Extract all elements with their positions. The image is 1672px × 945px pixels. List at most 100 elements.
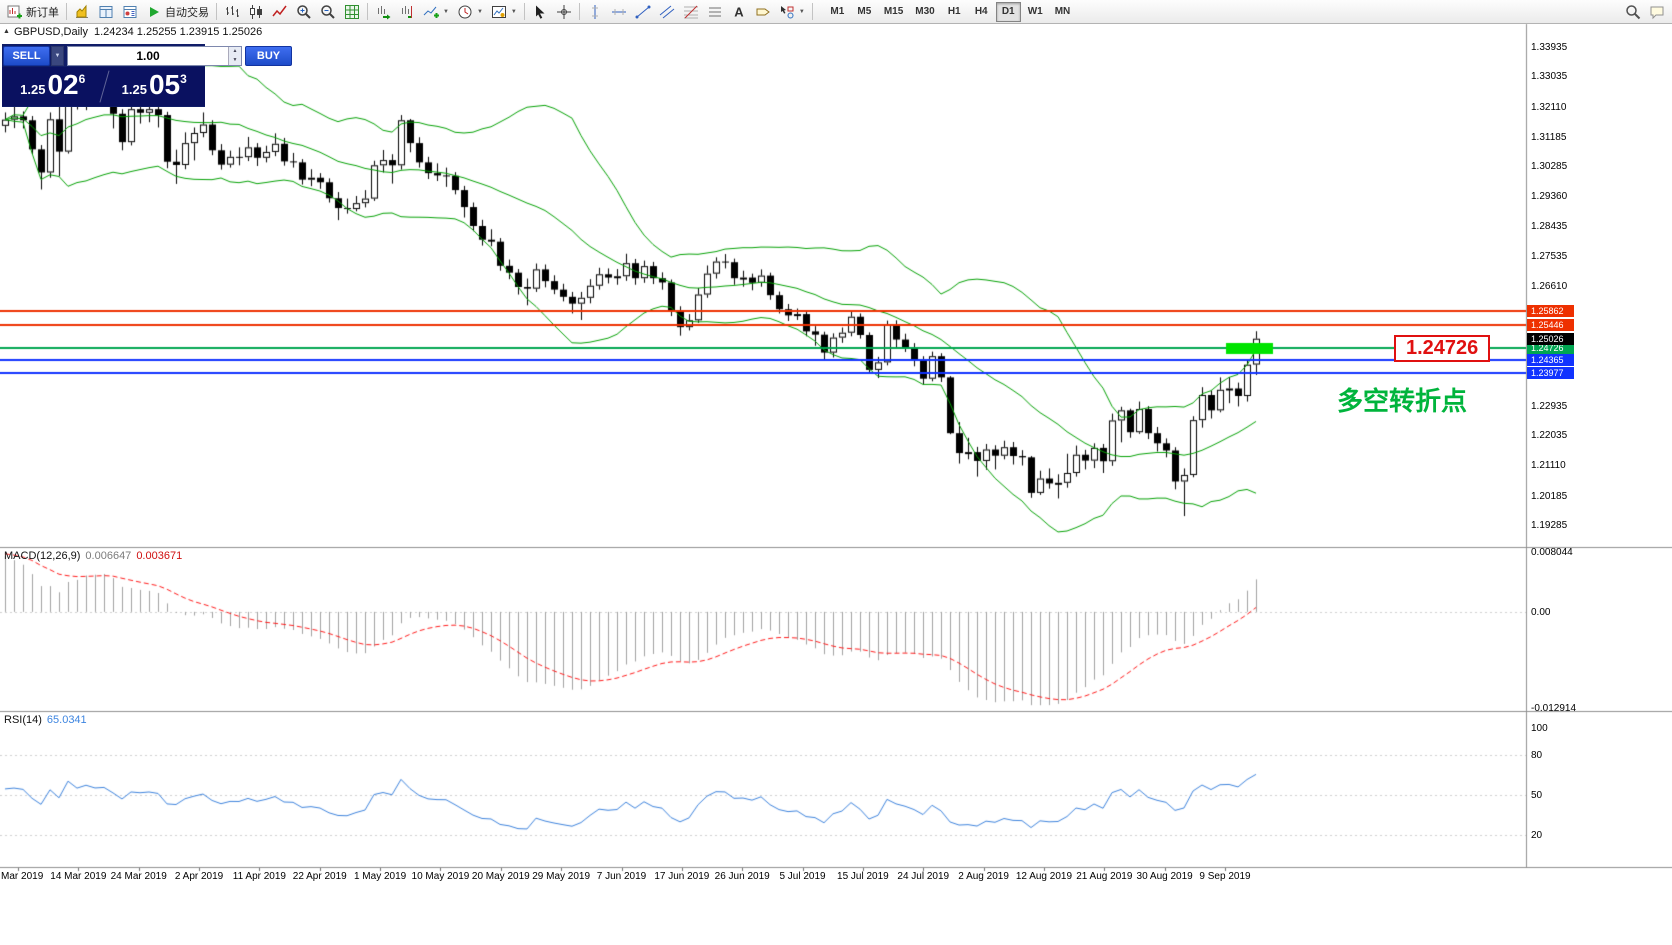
- auto-scroll-button[interactable]: [371, 1, 395, 23]
- date-axis-label: 5 Mar 2019: [0, 871, 44, 882]
- volume-input[interactable]: [68, 47, 228, 65]
- volume-up-button[interactable]: ▲: [229, 47, 241, 56]
- date-axis-label: 1 May 2019: [353, 871, 407, 882]
- market-watch-icon: [76, 4, 88, 18]
- vline-icon: [591, 4, 598, 19]
- timeframe-m5-button[interactable]: M5: [852, 2, 877, 22]
- label-button[interactable]: [751, 1, 775, 23]
- market-watch-button[interactable]: [70, 1, 94, 23]
- horizontal-line-button[interactable]: [607, 1, 631, 23]
- indicators-button[interactable]: ▼: [419, 1, 453, 23]
- shapes-button[interactable]: ▼: [775, 1, 809, 23]
- price-alert-tag[interactable]: 1.24726: [1394, 335, 1491, 363]
- timeframe-mn-button[interactable]: MN: [1050, 2, 1076, 22]
- tile-windows-button[interactable]: [340, 1, 364, 23]
- autotrading-button[interactable]: 自动交易: [142, 1, 213, 23]
- autotrading-button-label: 自动交易: [165, 6, 209, 19]
- order-type-dropdown-button[interactable]: ▼: [51, 46, 64, 66]
- line-chart-button[interactable]: [268, 1, 292, 23]
- buy-price-display[interactable]: 1.25 05 3: [121, 69, 187, 100]
- fibonacci-button[interactable]: [679, 1, 703, 23]
- zoom-in-button[interactable]: [292, 1, 316, 23]
- chart-shift-button[interactable]: [395, 1, 419, 23]
- buy-button[interactable]: BUY: [245, 46, 292, 66]
- templates-button[interactable]: ▼: [487, 1, 521, 23]
- periods-icon: [458, 5, 472, 18]
- date-axis-label: 24 Mar 2019: [110, 871, 167, 882]
- crosshair-button[interactable]: [552, 1, 576, 23]
- autotrading-icon: [150, 6, 159, 17]
- text-button[interactable]: A: [727, 1, 751, 23]
- candlestick-chart-button[interactable]: [244, 1, 268, 23]
- grid-lines-icon: [708, 7, 721, 16]
- timeframe-d1-button[interactable]: D1: [995, 1, 1021, 22]
- channel-button[interactable]: [655, 1, 679, 23]
- timeframe-m1-button[interactable]: M1: [825, 2, 850, 22]
- chart-shift-icon: [402, 5, 412, 18]
- sell-button[interactable]: SELL: [3, 46, 50, 66]
- channel-icon: [659, 5, 675, 18]
- toolbar-right-group: [1621, 1, 1669, 23]
- macd-axis-label: 0.00: [1531, 606, 1551, 618]
- price-axis-tick: 1.27535: [1531, 250, 1568, 262]
- navigator-button[interactable]: [118, 1, 142, 23]
- date-axis-label: 14 Mar 2019: [50, 871, 107, 882]
- vertical-line-button[interactable]: [583, 1, 607, 23]
- price-axis-tick: 1.30285: [1531, 161, 1568, 173]
- timeframe-m15-button[interactable]: M15: [879, 2, 908, 22]
- date-axis-label: 15 Jul 2019: [837, 871, 889, 882]
- cycle-lines-button[interactable]: [703, 1, 727, 23]
- date-axis-label: 2 Aug 2019: [958, 871, 1009, 882]
- rsi-axis-label: 80: [1531, 749, 1543, 761]
- sell-price-display[interactable]: 1.25 02 6: [20, 69, 86, 100]
- search-icon: [1626, 4, 1641, 19]
- bar-chart-button[interactable]: [220, 1, 244, 23]
- cursor-button[interactable]: [528, 1, 552, 23]
- periods-button[interactable]: ▼: [453, 1, 487, 23]
- rsi-axis-label: 100: [1531, 723, 1548, 734]
- toolbar-separator: [66, 3, 67, 20]
- date-axis-label: 17 Jun 2019: [654, 871, 710, 882]
- tile-grid-icon: [345, 4, 359, 19]
- dropdown-caret-icon: ▼: [510, 8, 517, 15]
- chat-icon: [1650, 6, 1664, 19]
- date-axis-label: 10 May 2019: [411, 871, 470, 882]
- price-axis-tick: 1.22035: [1531, 430, 1568, 442]
- collapse-panel-icon[interactable]: ▲: [3, 28, 10, 35]
- search-button[interactable]: [1621, 1, 1645, 23]
- trendline-button[interactable]: [631, 1, 655, 23]
- data-window-button[interactable]: [94, 1, 118, 23]
- volume-stepper: ▲ ▼: [228, 47, 241, 65]
- shapes-icon: [780, 5, 794, 18]
- price-level-chip: 1.24365: [1527, 354, 1574, 367]
- trendline-icon: [635, 5, 651, 18]
- price-level-chip: 1.25862: [1527, 305, 1574, 318]
- date-axis-label: 30 Aug 2019: [1136, 871, 1193, 882]
- macd-axis-label: -0.012914: [1531, 703, 1577, 714]
- date-axis-label: 21 Aug 2019: [1076, 871, 1133, 882]
- zoom-out-button[interactable]: [316, 1, 340, 23]
- chat-button[interactable]: [1645, 1, 1669, 23]
- timeframe-group: M1 M5 M15 M30 H1 H4 D1 W1 MN: [824, 1, 1076, 22]
- price-axis-tick: 1.31185: [1531, 131, 1567, 143]
- toolbar-separator: [811, 3, 813, 20]
- date-axis-label: 2 Apr 2019: [174, 871, 224, 882]
- timeframe-w1-button[interactable]: W1: [1023, 2, 1048, 22]
- macd-axis-label: 0.008044: [1531, 547, 1573, 558]
- rsi-indicator-label: RSI(14) 65.0341: [4, 714, 87, 726]
- annotation-text[interactable]: 多空转折点: [1337, 386, 1468, 417]
- crosshair-icon: [556, 4, 571, 19]
- toolbar: 新订单 自动交易 ▼ ▼ ▼ A ▼ M1 M5 M15 M30 H1 H4 D1 W1 MN: [0, 0, 1672, 24]
- new-order-button[interactable]: 新订单: [3, 1, 63, 23]
- price-axis-tick: 1.19285: [1531, 520, 1568, 532]
- date-axis-label: 20 May 2019: [471, 871, 530, 882]
- timeframe-h1-button[interactable]: H1: [942, 2, 967, 22]
- date-axis-label: 29 May 2019: [532, 871, 591, 882]
- bars-icon: [226, 5, 239, 17]
- volume-down-button[interactable]: ▼: [229, 56, 241, 65]
- date-axis-label: 7 Jun 2019: [596, 871, 647, 882]
- price-axis-tick: 1.33935: [1531, 42, 1568, 53]
- timeframe-m30-button[interactable]: M30: [910, 2, 939, 22]
- timeframe-h4-button[interactable]: H4: [969, 2, 994, 22]
